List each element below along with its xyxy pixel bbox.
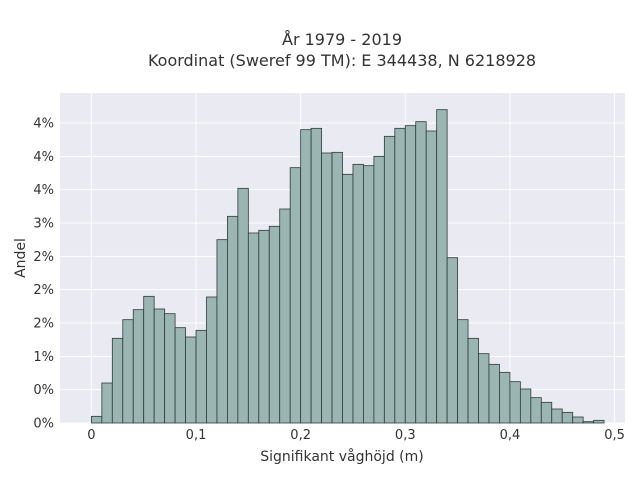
- histogram-bar: [342, 173, 354, 424]
- histogram-bar: [247, 232, 260, 424]
- histogram-bar: [321, 152, 333, 424]
- histogram-bar: [258, 229, 270, 424]
- x-axis-ticks: 0 0,1 0,2 0,3 0,4 0,5: [87, 428, 625, 443]
- histogram-bar: [457, 319, 469, 424]
- x-tick-label: 0,4: [500, 428, 521, 443]
- histogram-bar: [90, 415, 103, 424]
- x-tick-label: 0,1: [186, 428, 207, 443]
- histogram-bar: [268, 225, 281, 424]
- histogram-bar: [279, 208, 291, 424]
- y-tick-label: 2%: [33, 283, 54, 298]
- histogram-bar: [143, 295, 155, 424]
- histogram-bar: [132, 309, 145, 424]
- histogram-bar: [352, 163, 364, 424]
- histogram-bar: [488, 363, 500, 424]
- histogram-bar: [467, 337, 479, 424]
- histogram-bar: [227, 215, 239, 424]
- y-tick-label: 0%: [33, 383, 54, 398]
- histogram-bar: [436, 109, 448, 424]
- y-tick-label: 2%: [33, 317, 54, 332]
- y-tick-label: 4%: [33, 117, 54, 132]
- histogram-bar: [415, 121, 427, 424]
- chart-subtitle: Koordinat (Sweref 99 TM): E 344438, N 62…: [148, 51, 536, 70]
- histogram-bar: [111, 337, 124, 424]
- histogram-bar: [300, 129, 312, 424]
- histogram-bar: [593, 419, 605, 424]
- y-tick-label: 2%: [33, 250, 54, 265]
- histogram-bar: [394, 127, 406, 424]
- histogram-bar: [122, 319, 134, 424]
- histogram-bar: [530, 397, 542, 424]
- histogram-bar: [237, 187, 249, 424]
- histogram-bar: [310, 127, 322, 424]
- y-tick-label: 0%: [33, 417, 54, 432]
- histogram-bar: [331, 151, 343, 424]
- y-axis-ticks: 0% 0% 1% 2% 2% 2% 3% 4% 4% 4%: [33, 117, 54, 432]
- histogram-bar: [551, 408, 563, 424]
- x-tick-label: 0,5: [604, 428, 625, 443]
- histogram-bar: [404, 125, 417, 424]
- histogram-bar: [446, 257, 458, 424]
- histogram-bar: [153, 308, 166, 424]
- histogram-bar: [363, 165, 375, 424]
- histogram-bar: [383, 135, 396, 424]
- histogram-bar: [195, 329, 207, 424]
- chart-title: År 1979 - 2019: [282, 30, 402, 49]
- histogram-bar: [540, 401, 553, 424]
- histogram-bar: [425, 130, 438, 424]
- x-tick-label: 0: [87, 428, 95, 443]
- histogram-bar: [478, 353, 490, 424]
- histogram-bar: [499, 371, 511, 424]
- y-tick-label: 3%: [33, 217, 54, 232]
- histogram-bar: [174, 327, 186, 424]
- histogram-bar: [206, 296, 218, 424]
- y-tick-label: 4%: [33, 150, 54, 165]
- histogram-bar: [373, 155, 385, 424]
- histogram-bar: [582, 421, 595, 424]
- y-tick-label: 1%: [33, 350, 54, 365]
- histogram-bar: [519, 388, 532, 424]
- bars-group: [90, 109, 605, 424]
- x-tick-label: 0,3: [395, 428, 416, 443]
- y-axis-label: Andel: [13, 238, 29, 278]
- histogram-bar: [572, 416, 584, 424]
- histogram-bar: [101, 382, 113, 424]
- x-tick-label: 0,2: [290, 428, 311, 443]
- y-tick-label: 4%: [33, 183, 54, 198]
- histogram-bar: [185, 336, 197, 424]
- histogram-bar: [289, 167, 302, 424]
- histogram-bar: [216, 239, 228, 424]
- histogram-bar: [509, 381, 521, 424]
- x-axis-label: Signifikant våghöjd (m): [260, 448, 423, 465]
- histogram-bar: [561, 411, 574, 424]
- histogram-bar: [164, 313, 176, 424]
